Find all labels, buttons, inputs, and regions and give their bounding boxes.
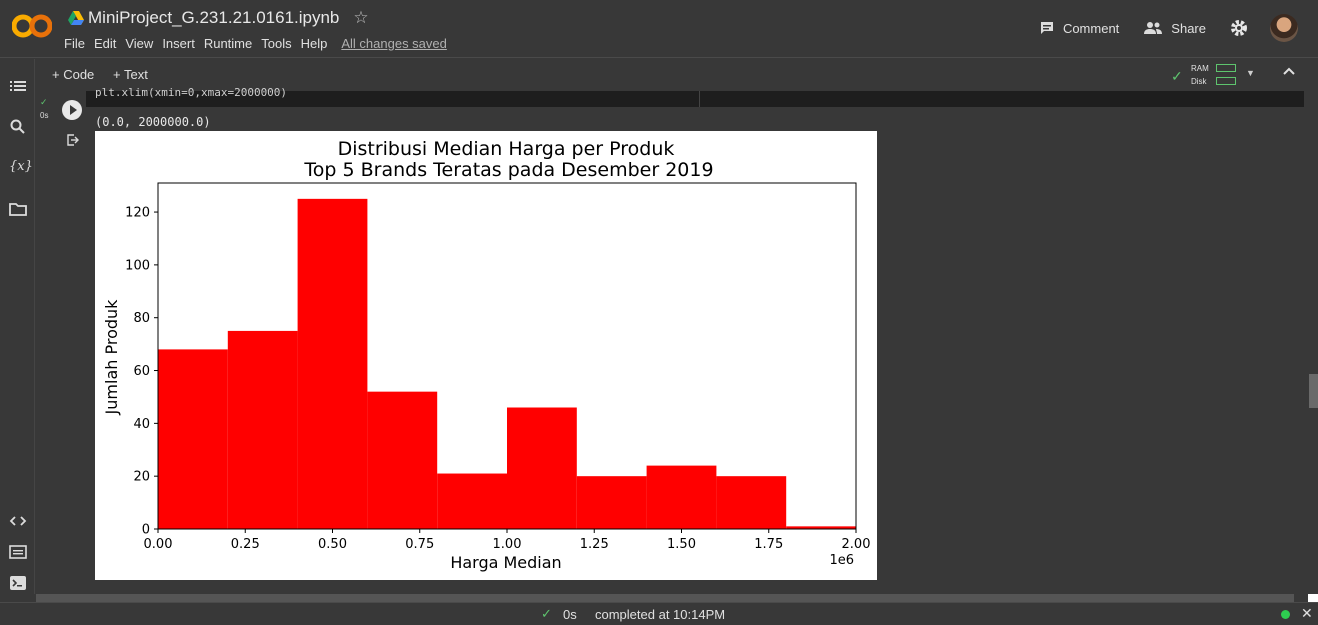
cell-output-text: (0.0, 2000000.0) xyxy=(95,115,211,129)
x-tick-label: 0.50 xyxy=(318,537,347,552)
comment-label: Comment xyxy=(1062,20,1120,36)
x-ticks-group: 0.00 0.25 0.50 0.75 1.00 1.25 1.50 1.75 2.00 xyxy=(144,529,871,552)
code-snippets-icon[interactable] xyxy=(9,512,27,530)
y-tick-label: 20 xyxy=(133,470,150,485)
status-bar: ✓ 0s completed at 10:14PM ✕ xyxy=(0,602,1318,625)
avatar[interactable] xyxy=(1270,14,1298,42)
gear-icon xyxy=(1231,20,1247,36)
x-tick-label: 2.00 xyxy=(842,537,871,552)
y-tick-label: 80 xyxy=(133,311,150,326)
histogram-bar-7 xyxy=(646,465,717,529)
scrollbar-end xyxy=(1308,594,1318,602)
x-tick-label: 1.25 xyxy=(580,537,609,552)
chart-title-line-1: Distribusi Median Harga per Produk xyxy=(338,138,675,160)
menu-tools[interactable]: Tools xyxy=(261,36,292,51)
exec-success-icon: ✓ xyxy=(40,97,48,107)
search-icon[interactable] xyxy=(9,118,27,136)
chevron-down-icon[interactable]: ▼ xyxy=(1246,68,1255,78)
y-tick-label: 60 xyxy=(133,364,150,379)
x-tick-label: 1.50 xyxy=(667,537,696,552)
resources-indicator[interactable]: ✓ RAM Disk xyxy=(1171,62,1241,88)
terminal-icon[interactable] xyxy=(9,574,27,592)
connected-check-icon: ✓ xyxy=(1171,68,1183,84)
histogram-output: Distribusi Median Harga per Produk Top 5… xyxy=(95,131,877,580)
y-tick-label: 40 xyxy=(133,417,150,432)
close-icon[interactable]: ✕ xyxy=(1301,605,1313,621)
x-tick-label: 0.25 xyxy=(231,537,260,552)
x-scale-note: 1e6 xyxy=(829,553,854,568)
table-of-contents-icon[interactable] xyxy=(9,77,27,95)
share-button[interactable]: Share xyxy=(1143,21,1206,36)
histogram-bar-9 xyxy=(786,526,856,529)
header-actions: Comment Share xyxy=(1015,14,1298,42)
people-icon xyxy=(1144,22,1163,34)
bars-group xyxy=(158,198,856,529)
x-tick-label: 1.75 xyxy=(754,537,783,552)
menu-view[interactable]: View xyxy=(125,36,154,51)
histogram-chart: Distribusi Median Harga per Produk Top 5… xyxy=(102,138,871,572)
save-status-link[interactable]: All changes saved xyxy=(341,36,447,51)
code-divider xyxy=(699,91,700,107)
output-actions-icon[interactable] xyxy=(66,133,80,147)
vertical-scrollbar[interactable] xyxy=(1309,374,1318,408)
histogram-bar-0 xyxy=(158,349,228,529)
status-completed: completed at 10:14PM xyxy=(595,607,726,622)
y-axis-label: Jumlah Produk xyxy=(102,299,121,416)
x-tick-label: 1.00 xyxy=(493,537,522,552)
menu-edit[interactable]: Edit xyxy=(93,36,117,51)
chart-title-line-2: Top 5 Brands Teratas pada Desember 2019 xyxy=(303,159,713,181)
y-tick-label: 0 xyxy=(142,523,150,538)
left-sidebar: {x} xyxy=(0,59,35,594)
add-text-button[interactable]: + Text xyxy=(113,67,148,82)
colab-logo-icon[interactable] xyxy=(12,12,52,40)
disk-bar xyxy=(1216,77,1236,85)
histogram-bar-5 xyxy=(507,407,577,529)
comment-icon xyxy=(1040,22,1053,34)
variables-icon[interactable]: {x} xyxy=(9,159,33,174)
status-time: 0s xyxy=(563,607,577,622)
share-label: Share xyxy=(1171,20,1206,36)
histogram-bar-6 xyxy=(576,476,647,529)
menu-insert[interactable]: Insert xyxy=(162,36,195,51)
y-tick-label: 100 xyxy=(125,258,150,273)
comment-button[interactable]: Comment xyxy=(1039,20,1119,36)
chevron-up-icon[interactable] xyxy=(1282,64,1296,78)
ram-bar xyxy=(1216,64,1236,72)
horizontal-scrollbar[interactable] xyxy=(36,594,1294,602)
disk-label: Disk xyxy=(1191,77,1207,86)
histogram-bar-1 xyxy=(227,330,298,529)
y-tick-label: 120 xyxy=(125,206,150,221)
star-icon[interactable]: ☆ xyxy=(353,8,369,27)
x-axis-label: Harga Median xyxy=(450,553,561,572)
menu-runtime[interactable]: Runtime xyxy=(203,36,253,51)
plot-frame xyxy=(157,182,857,530)
y-ticks-group: 0 20 40 60 80 100 120 xyxy=(125,206,158,538)
histogram-bar-8 xyxy=(716,476,787,529)
run-cell-button[interactable] xyxy=(62,100,82,120)
folder-icon[interactable] xyxy=(9,200,27,218)
x-tick-label: 0.75 xyxy=(405,537,434,552)
connection-status-dot xyxy=(1281,610,1290,619)
menu-help[interactable]: Help xyxy=(300,36,328,51)
code-cell-editor[interactable]: plt.xlim(xmin=0,xmax=2000000) xyxy=(86,86,1304,107)
title-row: MiniProject_G.231.21.0161.ipynb ☆ xyxy=(68,8,369,28)
menu-file[interactable]: File xyxy=(64,36,85,51)
histogram-bar-2 xyxy=(297,198,368,529)
google-drive-icon[interactable] xyxy=(68,11,84,25)
add-code-button[interactable]: + Code xyxy=(52,67,95,82)
notebook-toolbar: + Code + Text ✓ RAM Disk ▼ xyxy=(36,59,1318,91)
exec-time: 0s xyxy=(40,111,49,120)
x-tick-label: 0.00 xyxy=(144,537,173,552)
histogram-bar-3 xyxy=(367,391,438,529)
app-header: MiniProject_G.231.21.0161.ipynb ☆ File E… xyxy=(0,0,1318,58)
histogram-bar-4 xyxy=(437,473,507,529)
ram-label: RAM xyxy=(1191,64,1209,73)
command-palette-icon[interactable] xyxy=(9,543,27,561)
code-line[interactable]: plt.xlim(xmin=0,xmax=2000000) xyxy=(95,86,288,99)
settings-button[interactable] xyxy=(1230,19,1256,37)
notebook-title[interactable]: MiniProject_G.231.21.0161.ipynb xyxy=(88,8,340,27)
notebook-area: plt.xlim(xmin=0,xmax=2000000) ✓ 0s (0.0,… xyxy=(36,86,1304,594)
menu-bar: File Edit View Insert Runtime Tools Help… xyxy=(64,36,447,51)
status-check-icon: ✓ xyxy=(541,606,552,621)
